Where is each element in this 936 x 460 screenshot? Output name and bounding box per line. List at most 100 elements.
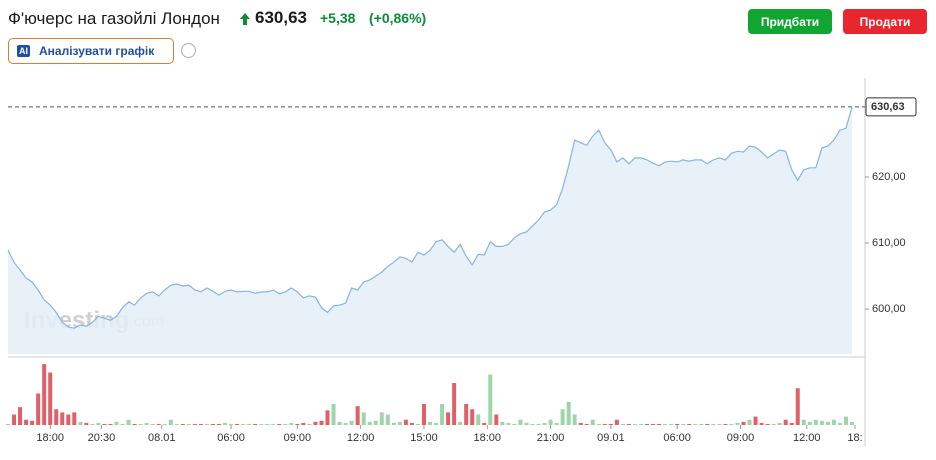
volume-bar [132, 423, 137, 425]
volume-bar [391, 422, 396, 425]
price-line [7, 106, 853, 329]
up-arrow [240, 13, 250, 25]
volume-bar [283, 423, 288, 425]
volume-bar [518, 419, 523, 425]
volume-bar [651, 423, 656, 425]
volume-bar [717, 423, 722, 425]
x-tick-label: 09.01 [597, 432, 625, 444]
volume-bar [241, 423, 246, 425]
volume-bar [114, 421, 119, 425]
volume-bar [78, 421, 83, 425]
volume-bar [789, 422, 794, 425]
price-marker-label: 630,63 [871, 101, 905, 113]
analyze-button[interactable]: AI Аналізувати графік [8, 38, 174, 64]
change: +5,38 [320, 10, 356, 26]
volume-bar [42, 364, 47, 425]
volume-bar [524, 422, 529, 425]
y-tick-label: 600,00 [872, 303, 906, 315]
volume-bar [6, 423, 10, 425]
volume-bar [48, 372, 53, 425]
volume-bar [813, 419, 818, 425]
sell-button[interactable]: Продати [843, 9, 927, 34]
volume-bar [192, 423, 197, 425]
volume-bar [470, 409, 475, 425]
x-tick-label: 21:00 [537, 432, 565, 444]
volume-bar [795, 388, 800, 425]
volume-bar [482, 422, 487, 425]
volume-bar [301, 422, 306, 425]
volume-bar [186, 423, 191, 425]
volume-bar [542, 422, 547, 425]
volume-bar [102, 423, 107, 425]
volume-bar [156, 423, 161, 425]
volume-bar [705, 423, 710, 425]
volume-bar [711, 423, 716, 425]
volume-bar [72, 412, 77, 425]
volume-bar [632, 423, 637, 425]
volume-bar [319, 420, 324, 425]
y-tick-label: 620,00 [872, 171, 906, 183]
x-tick-label: 12:00 [793, 432, 821, 444]
x-tick-label: 09:00 [727, 432, 755, 444]
title: Ф'ючерс на газойлі Лондон [8, 9, 220, 28]
volume-bar [12, 414, 17, 425]
volume-bar [174, 423, 179, 425]
volume-bar [801, 419, 806, 425]
volume-bar [313, 421, 318, 425]
volume-bar [512, 423, 517, 425]
volume-bar [120, 423, 125, 425]
volume-bar [771, 423, 776, 425]
volume-bar [210, 423, 215, 425]
volume-bar [626, 423, 631, 425]
volume-bar [265, 423, 270, 425]
volume-bar [554, 422, 559, 425]
volume-bar [421, 404, 426, 425]
volume-bar [747, 419, 752, 425]
volume-bar [126, 419, 131, 425]
volume-bar [66, 414, 71, 425]
volume-bar [403, 419, 408, 425]
volume-bar [415, 423, 420, 425]
volume-bar [560, 409, 565, 425]
volume-bar [60, 412, 65, 425]
volume-bar [753, 416, 758, 425]
change-percent: (+0,86%) [369, 10, 427, 26]
volume-bar [108, 423, 113, 425]
volume-bar [36, 393, 41, 425]
volume-bar [693, 423, 698, 425]
buy-button[interactable]: Придбати [748, 9, 832, 34]
volume-bar [723, 423, 728, 425]
volume-bar [500, 421, 505, 425]
x-tick-label: 15:00 [410, 432, 438, 444]
volume-bar [681, 423, 686, 425]
volume-bar [84, 422, 89, 425]
area-fill [8, 106, 852, 355]
ai-icon: AI [17, 45, 30, 57]
volume-bar [590, 419, 595, 425]
volume-bar [566, 401, 571, 425]
volume-bar [506, 422, 511, 425]
volume-bar [349, 420, 354, 425]
volume-bar [675, 423, 680, 425]
volume-bar [548, 419, 553, 425]
x-tick-label: 20:30 [88, 432, 116, 444]
volume-bar [578, 422, 583, 425]
volume-bar [355, 406, 360, 425]
analyze-label: Аналізувати графік [39, 44, 155, 58]
volume-bar [584, 423, 589, 425]
y-tick-label: 610,00 [872, 237, 906, 249]
volume-bar [180, 423, 185, 425]
volume-bar [18, 407, 23, 425]
volume-bar [295, 423, 300, 425]
volume-bar [536, 423, 541, 425]
info-icon[interactable] [181, 43, 196, 58]
volume-bar [204, 423, 209, 425]
volume-bar [825, 421, 830, 425]
volume-bar [572, 414, 577, 425]
x-tick-label: 09:00 [284, 432, 312, 444]
volume-bar [663, 423, 668, 425]
volume-bar [325, 410, 330, 425]
volume-bar [819, 420, 824, 425]
